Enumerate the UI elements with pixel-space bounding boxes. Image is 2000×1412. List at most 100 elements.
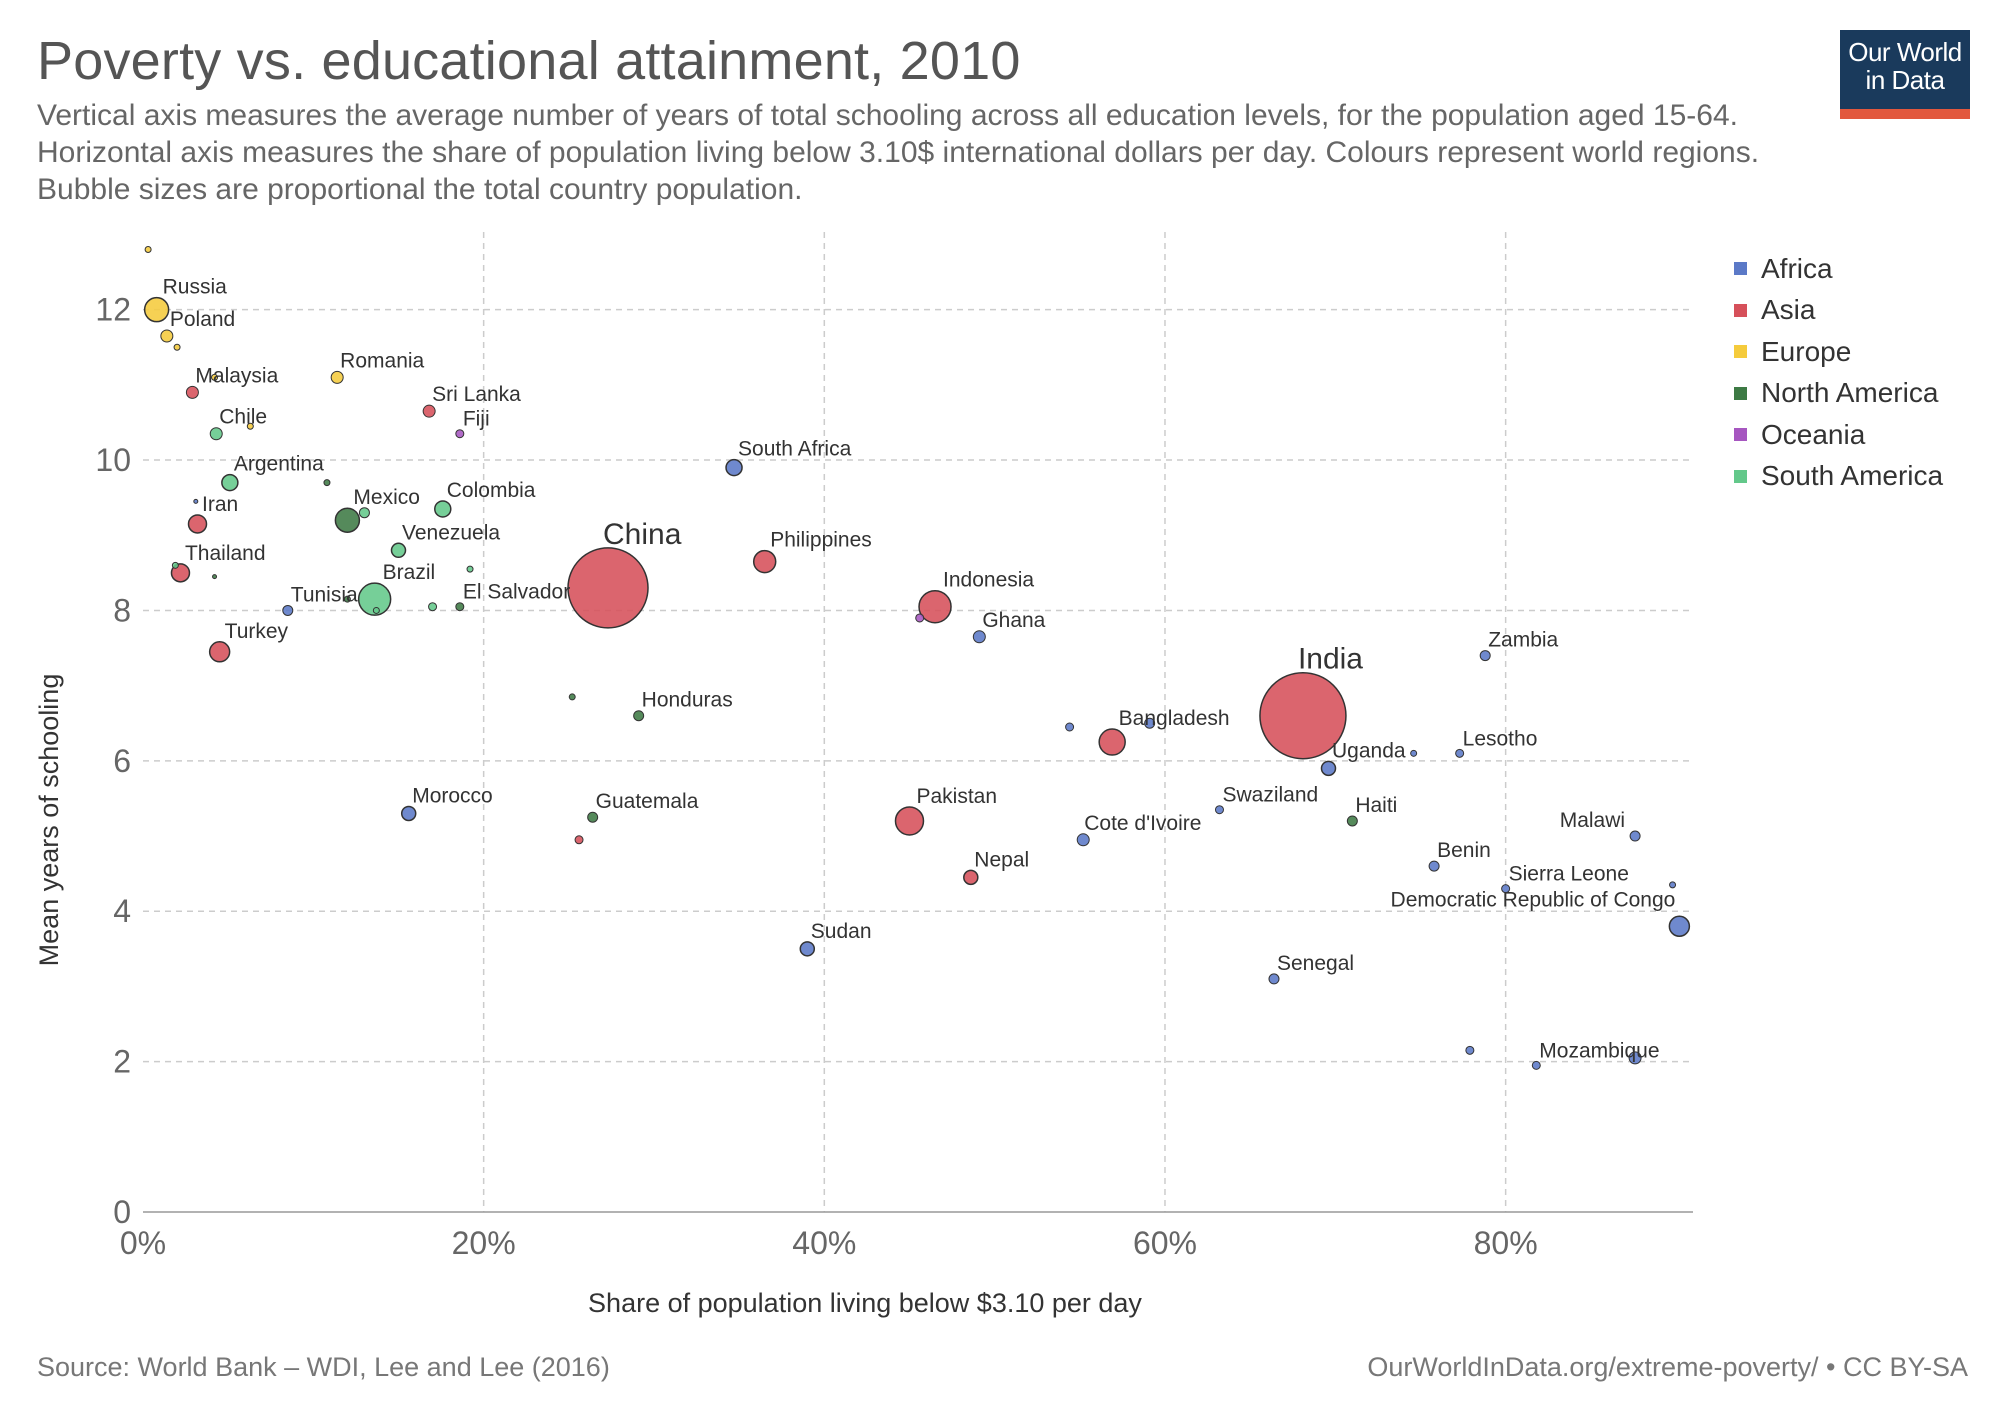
data-point[interactable] — [1628, 1051, 1642, 1065]
data-point[interactable] — [1629, 830, 1641, 842]
legend-label: South America — [1761, 460, 1944, 492]
data-point[interactable] — [1428, 860, 1440, 872]
data-point[interactable] — [972, 630, 986, 644]
license-link[interactable]: OurWorldInData.org/extreme-poverty/ • CC… — [1367, 1352, 1968, 1382]
data-point[interactable] — [1144, 717, 1156, 729]
data-point[interactable] — [455, 602, 465, 612]
data-point[interactable] — [221, 473, 239, 492]
data-point[interactable] — [211, 373, 219, 381]
data-point[interactable] — [209, 427, 223, 441]
data-point[interactable] — [1268, 973, 1280, 985]
data-point[interactable] — [334, 507, 361, 533]
legend-swatch — [1734, 428, 1747, 442]
point-label: Benin — [1437, 839, 1491, 862]
data-point[interactable] — [434, 500, 452, 518]
data-point[interactable] — [282, 604, 294, 616]
point-label: Fiji — [463, 408, 490, 431]
data-point[interactable] — [574, 835, 584, 845]
data-point[interactable] — [1320, 760, 1337, 777]
data-point[interactable] — [343, 595, 351, 603]
point-label: Swaziland — [1222, 784, 1318, 807]
data-point[interactable] — [1098, 728, 1126, 756]
data-point[interactable] — [1479, 650, 1491, 662]
data-point[interactable] — [725, 458, 743, 477]
data-point[interactable] — [918, 589, 952, 624]
data-point[interactable] — [330, 370, 344, 384]
data-point[interactable] — [208, 641, 231, 663]
data-point[interactable] — [1076, 833, 1090, 847]
data-point[interactable] — [1259, 671, 1347, 760]
data-point[interactable] — [173, 343, 181, 351]
x-tick-label: 0% — [120, 1225, 166, 1261]
data-point[interactable] — [752, 549, 777, 574]
point-label: Poland — [170, 308, 235, 331]
data-point[interactable] — [357, 582, 392, 616]
y-tick-label: 4 — [113, 893, 131, 929]
data-point[interactable] — [193, 498, 199, 504]
point-label: El Salvador — [463, 581, 570, 604]
legend-label: Asia — [1761, 294, 1816, 326]
point-label: Tunisia — [291, 583, 358, 606]
data-point[interactable] — [390, 542, 407, 559]
data-point[interactable] — [422, 404, 436, 418]
axes: 0 2 4 6 8 10 12 0% 20% 40% 60% 80% — [95, 292, 1693, 1261]
data-point[interactable] — [1531, 1060, 1541, 1070]
y-tick-label: 2 — [113, 1044, 131, 1080]
data-point[interactable] — [633, 710, 645, 722]
legend-item[interactable]: Europe — [1734, 331, 1943, 373]
legend-item[interactable]: Oceania — [1734, 414, 1943, 456]
point-label: Ghana — [982, 609, 1045, 632]
point-label: Malawi — [1560, 809, 1625, 832]
data-point[interactable] — [799, 941, 816, 957]
data-point[interactable] — [1668, 915, 1691, 938]
data-point[interactable] — [568, 693, 576, 701]
data-point[interactable] — [587, 811, 599, 823]
data-point[interactable] — [143, 296, 170, 323]
data-point[interactable] — [1455, 748, 1465, 758]
point-labels: Russia Poland Malaysia Romania Chile Sri Lank… — [163, 276, 1676, 1063]
legend-item[interactable]: Asia — [1734, 290, 1943, 332]
data-point[interactable] — [187, 514, 208, 534]
data-point[interactable] — [915, 613, 925, 623]
data-point[interactable] — [466, 565, 474, 573]
data-point[interactable] — [1065, 722, 1075, 732]
data-point[interactable] — [160, 329, 174, 343]
data-point[interactable] — [212, 574, 218, 580]
data-point[interactable] — [144, 246, 152, 254]
legend-item[interactable]: South America — [1734, 456, 1943, 498]
legend-item[interactable]: Africa — [1734, 248, 1943, 290]
data-point[interactable] — [1669, 881, 1677, 889]
data-point[interactable] — [1410, 749, 1418, 757]
data-point[interactable] — [1465, 1045, 1475, 1055]
data-point[interactable] — [372, 606, 380, 614]
our-world-in-data-logo[interactable]: Our World in Data — [1840, 30, 1970, 119]
point-label: Mozambique — [1539, 1039, 1659, 1062]
legend-item[interactable]: North America — [1734, 373, 1943, 415]
data-point[interactable] — [894, 806, 925, 836]
grid-lines — [143, 232, 1693, 1212]
data-point[interactable] — [358, 507, 370, 519]
data-point[interactable] — [428, 602, 438, 612]
point-label: China — [603, 518, 682, 551]
data-point[interactable] — [455, 429, 465, 439]
point-label: Uganda — [1332, 739, 1406, 762]
point-label: Honduras — [642, 689, 733, 712]
data-point[interactable] — [567, 547, 649, 629]
data-point[interactable] — [171, 561, 179, 569]
point-label: South Africa — [738, 438, 852, 461]
point-label: Colombia — [447, 479, 536, 502]
point-label: Guatemala — [596, 790, 699, 813]
data-point[interactable] — [185, 385, 199, 399]
data-point[interactable] — [246, 422, 254, 430]
point-label: India — [1298, 643, 1363, 676]
data-point[interactable] — [1346, 815, 1358, 827]
data-point[interactable] — [323, 479, 331, 487]
x-axis-label: Share of population living below $3.10 p… — [588, 1288, 1142, 1318]
y-tick-label: 10 — [95, 442, 131, 478]
point-label: Malaysia — [195, 364, 278, 387]
data-point[interactable] — [400, 805, 417, 822]
data-point[interactable] — [963, 869, 979, 886]
data-point[interactable] — [1214, 805, 1224, 815]
data-point[interactable] — [1501, 884, 1511, 894]
